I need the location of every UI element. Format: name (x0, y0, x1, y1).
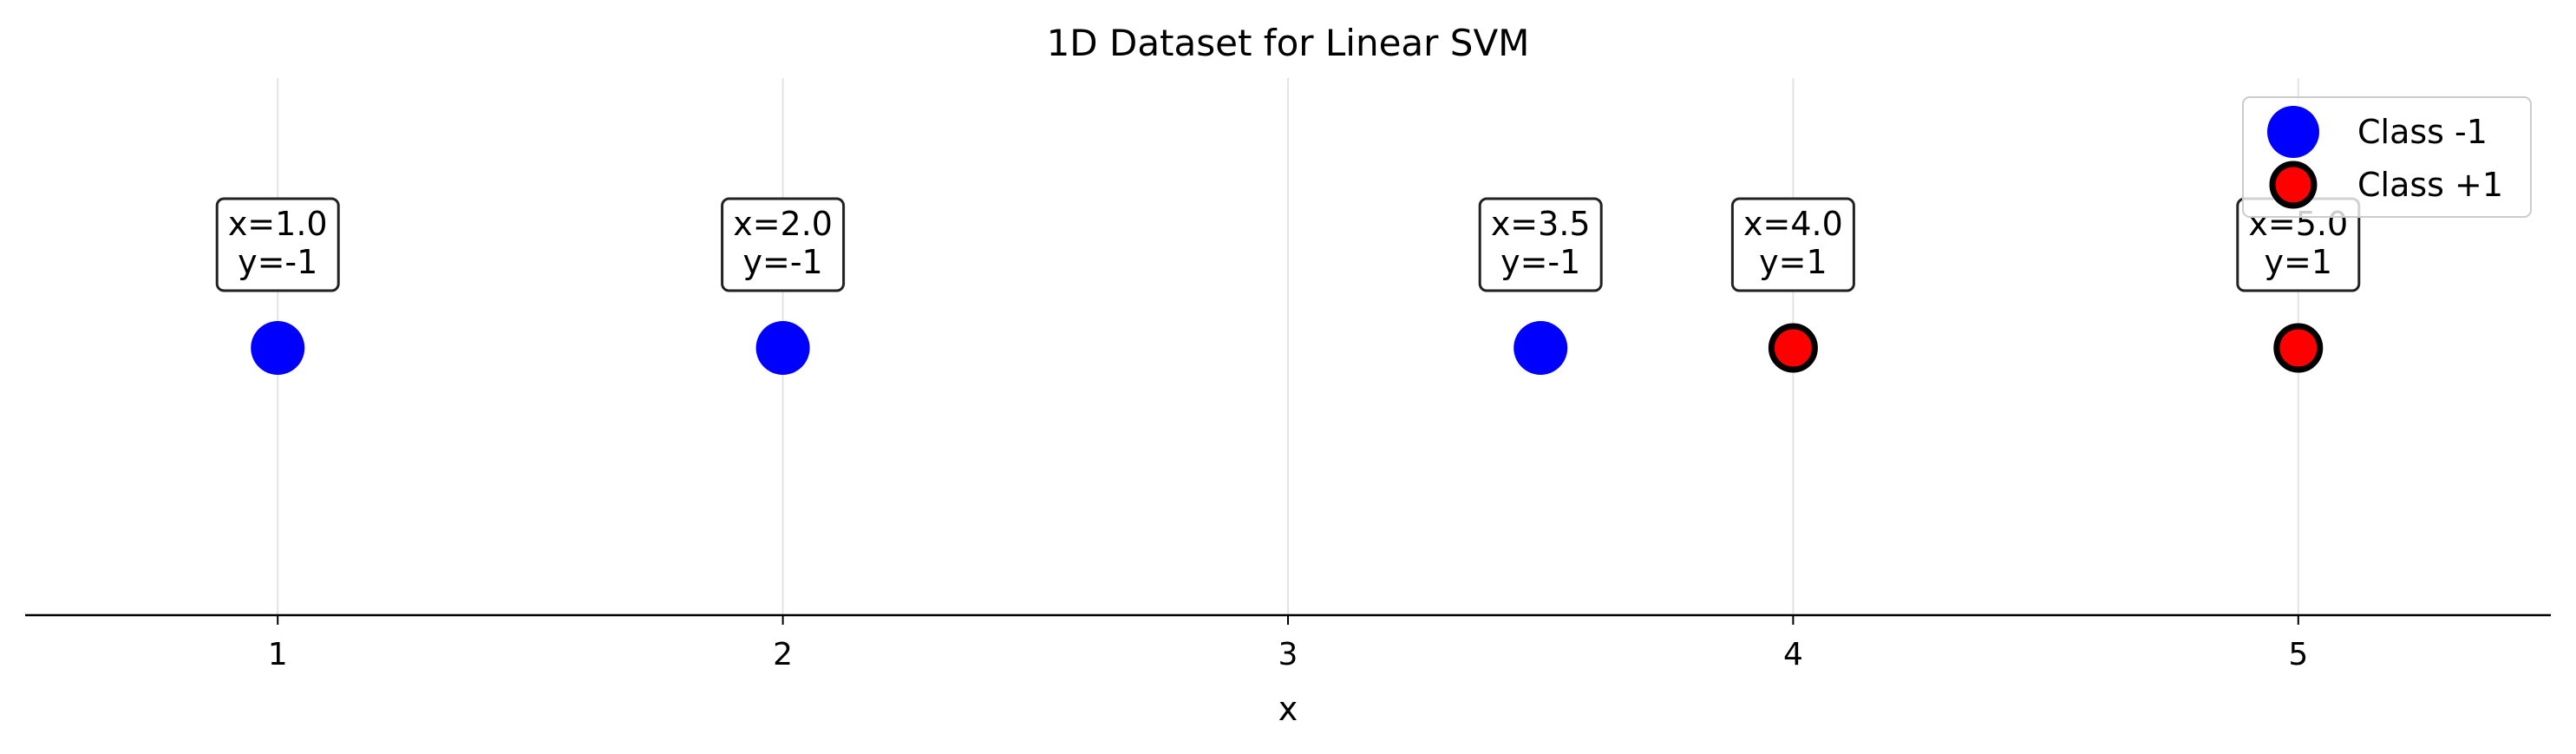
tick-label-1: 1 (268, 637, 288, 672)
legend-marker-Class -1 (2267, 106, 2319, 158)
point-x=2.0 (755, 321, 810, 375)
point-x=5.0 (2273, 323, 2324, 373)
legend-label-Class +1: Class +1 (2357, 166, 2503, 204)
annotation-y-x=5.0: y=1 (2265, 243, 2333, 281)
tick-label-3: 3 (1278, 637, 1298, 672)
tick-label-5: 5 (2288, 637, 2308, 672)
chart-title: 1D Dataset for Linear SVM (1047, 22, 1530, 64)
annotation-y-x=4.0: y=1 (1759, 243, 1827, 281)
point-x=4.0 (1768, 323, 1818, 373)
annotation-box-x=2.0 (721, 197, 846, 292)
annotation-box-x=4.0 (1730, 197, 1855, 292)
tick-label-2: 2 (773, 637, 793, 672)
point-x=3.5 (1514, 321, 1568, 375)
annotation-y-x=2.0: y=-1 (742, 243, 822, 281)
annotation-y-x=3.5: y=-1 (1500, 243, 1580, 281)
legend-marker-Class +1 (2269, 161, 2318, 209)
annotation-box-x=3.5 (1478, 197, 1603, 292)
data-points (251, 321, 2324, 375)
legend-label-Class -1: Class -1 (2357, 113, 2488, 151)
annotation-x-x=2.0: x=2.0 (733, 205, 833, 243)
annotation-box-x=1.0 (215, 197, 340, 292)
annotation-x-x=3.5: x=3.5 (1491, 205, 1591, 243)
x-ticks: 1 2 3 4 5 (268, 615, 2308, 672)
annotation-x-x=4.0: x=4.0 (1743, 205, 1843, 243)
legend: Class -1 Class +1 (2242, 96, 2532, 218)
annotation-x-x=1.0: x=1.0 (228, 205, 328, 243)
annotation-y-x=1.0: y=-1 (238, 243, 317, 281)
tick-label-4: 4 (1783, 637, 1803, 672)
point-x=1.0 (251, 321, 305, 375)
x-axis-label: x (1278, 690, 1298, 728)
